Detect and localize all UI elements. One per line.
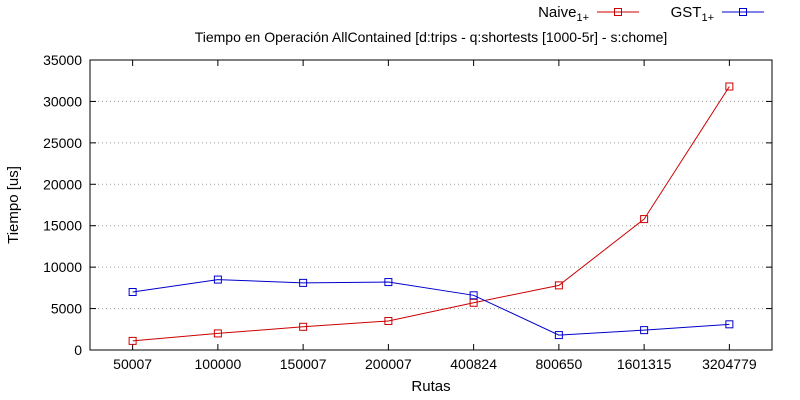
data-point-marker (299, 278, 308, 287)
data-point-marker (640, 215, 649, 224)
legend-label-name: GST (671, 4, 702, 21)
y-axis-ticks: 0 5000 10000 15000 20000 25000 30000 35000 (43, 52, 772, 358)
y-tick-label: 30000 (43, 93, 82, 109)
y-tick-label: 15000 (43, 218, 82, 234)
legend-label: Naive1+ (538, 4, 589, 24)
y-axis-label: Tiempo [us] (5, 166, 22, 244)
legend-label-subscript: 1+ (701, 12, 714, 24)
data-point-marker (128, 336, 137, 345)
x-tick-label: 1601315 (617, 356, 672, 372)
x-tick-label: 50007 (113, 356, 152, 372)
legend: Naive1+ GST1+ (538, 4, 764, 24)
legend-label-subscript: 1+ (576, 12, 589, 24)
x-tick-label: 3204779 (702, 356, 757, 372)
data-point-marker (554, 331, 563, 340)
data-point-marker (384, 278, 393, 287)
series-line (132, 279, 730, 336)
x-tick-label: 150007 (280, 356, 327, 372)
y-tick-label: 10000 (43, 259, 82, 275)
plot-frame (89, 59, 773, 351)
data-point-marker (299, 322, 308, 331)
y-tick-label: 5000 (51, 301, 82, 317)
y-tick-label: 0 (74, 342, 82, 358)
x-tick-label: 400824 (450, 356, 497, 372)
data-point-marker (725, 82, 734, 91)
y-tick-label: 20000 (43, 176, 82, 192)
legend-label-name: Naive (538, 4, 576, 21)
data-point-marker (128, 288, 137, 296)
data-point-marker (213, 329, 222, 338)
x-tick-label: 200007 (365, 356, 412, 372)
legend-label: GST1+ (671, 4, 714, 24)
data-point-marker (554, 281, 563, 290)
series-line (132, 86, 730, 342)
legend-marker (739, 8, 747, 16)
y-tick-label: 35000 (43, 52, 82, 68)
y-tick-label: 25000 (43, 135, 82, 151)
data-point-marker (213, 275, 222, 284)
x-axis-ticks: 50007 100000 150007 200007 400824 800650 16013… (113, 60, 757, 372)
series-group (128, 82, 734, 345)
x-tick-label: 100000 (195, 356, 242, 372)
data-point-marker (725, 320, 734, 329)
grid-lines (90, 100, 772, 310)
data-point-marker (640, 326, 649, 335)
chart-title: Tiempo en Operación AllContained [d:trip… (195, 29, 668, 45)
legend-marker (614, 8, 622, 16)
data-point-marker (469, 291, 478, 300)
x-tick-label: 800650 (536, 356, 583, 372)
data-point-marker (384, 317, 393, 325)
x-axis-label: Rutas (411, 378, 450, 395)
